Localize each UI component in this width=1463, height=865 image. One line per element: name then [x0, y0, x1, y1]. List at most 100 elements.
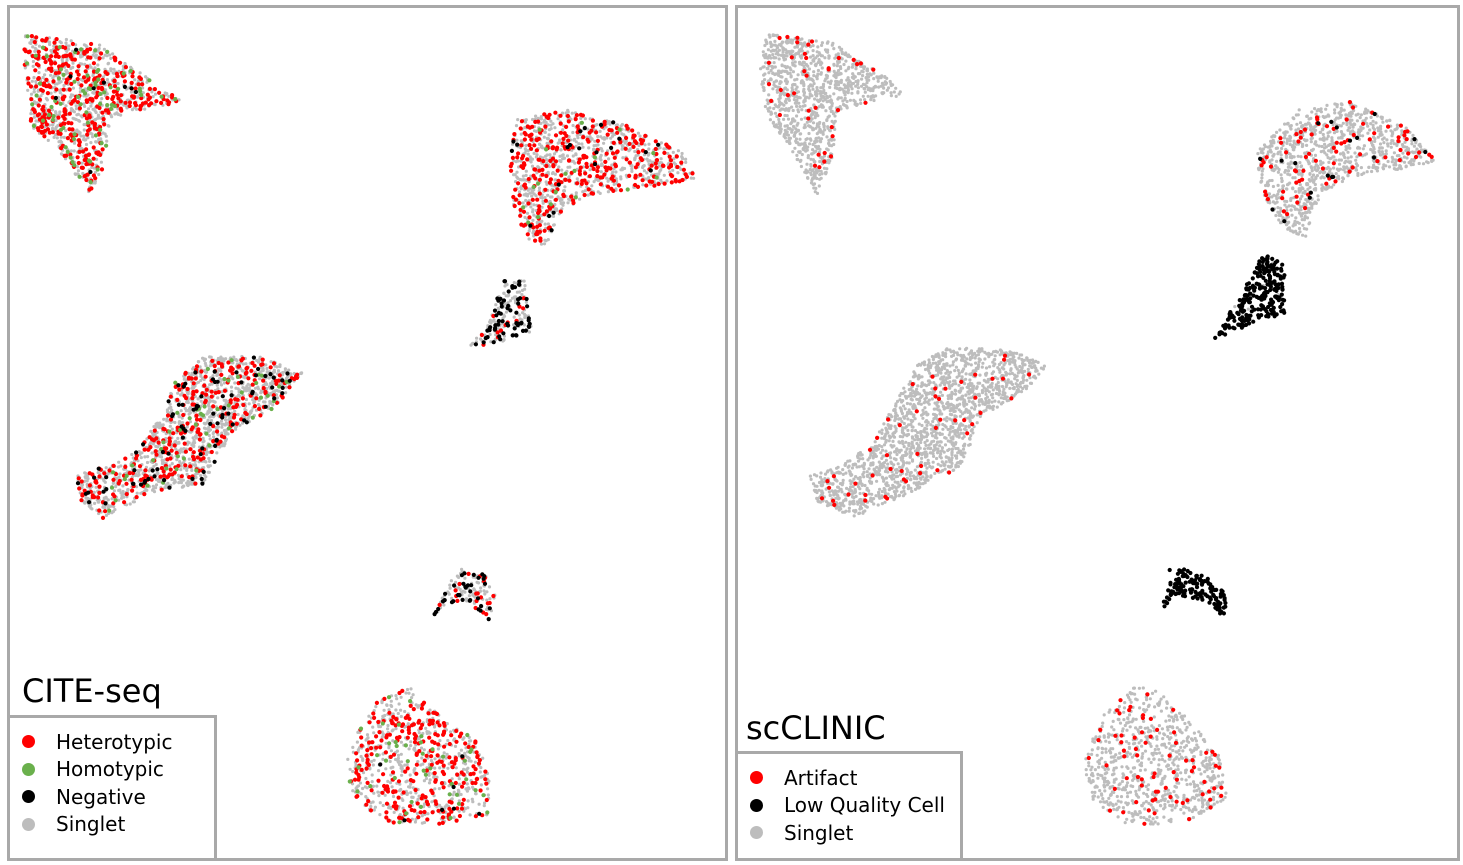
cell-point — [64, 104, 68, 108]
cell-point — [510, 285, 515, 290]
cell-point — [465, 732, 470, 738]
cell-point — [181, 484, 185, 488]
cell-point — [93, 80, 98, 85]
cell-point — [59, 135, 63, 139]
cell-point — [104, 495, 108, 499]
cell-point — [134, 456, 139, 461]
cell-point — [668, 172, 674, 177]
cell-point — [159, 487, 164, 492]
cell-point — [76, 72, 81, 77]
cell-point — [212, 400, 216, 404]
cell-point — [122, 79, 127, 84]
cell-point — [405, 687, 410, 692]
cell-point — [494, 303, 498, 307]
cell-point — [226, 426, 232, 431]
cell-point — [240, 356, 245, 361]
cell-point — [170, 413, 175, 419]
cell-point — [172, 470, 177, 475]
cell-point — [112, 78, 117, 83]
cell-point — [255, 393, 259, 397]
cell-point — [90, 120, 95, 125]
cell-point — [229, 358, 234, 363]
cell-point — [394, 708, 398, 712]
cell-point — [524, 143, 528, 148]
cell-point — [258, 413, 263, 418]
cell-point — [592, 180, 596, 184]
cell-point — [222, 435, 227, 440]
cell-point — [473, 814, 478, 819]
cell-point — [256, 360, 260, 364]
cell-point — [244, 366, 249, 371]
cell-point — [36, 76, 41, 81]
cell-point — [373, 805, 377, 809]
cell-point — [58, 40, 62, 44]
cell-point — [151, 488, 155, 492]
cell-point — [56, 115, 61, 120]
cell-point — [34, 35, 39, 40]
cell-point — [234, 370, 239, 375]
cell-point — [158, 421, 162, 425]
cell-point — [167, 94, 171, 98]
cell-point — [483, 336, 488, 341]
cell-point — [517, 201, 522, 206]
cell-point — [614, 150, 620, 155]
cell-point — [85, 128, 91, 133]
cell-point — [396, 753, 401, 758]
cell-point — [577, 142, 581, 146]
cell-point — [440, 807, 445, 813]
cell-point — [537, 142, 542, 146]
cell-point — [546, 193, 550, 197]
cell-point — [674, 154, 679, 159]
cell-point — [207, 443, 212, 448]
cell-point — [359, 754, 363, 759]
cell-point — [131, 481, 136, 486]
cell-point — [75, 165, 79, 169]
cell-point — [138, 89, 143, 94]
cell-point — [582, 126, 587, 131]
cell-point — [510, 155, 515, 160]
cell-point — [522, 312, 527, 316]
cell-point — [101, 80, 106, 85]
cell-point — [396, 759, 400, 763]
cell-point — [561, 128, 565, 132]
cell-point — [524, 169, 528, 173]
cell-point — [383, 750, 388, 755]
cell-point — [203, 361, 207, 365]
cell-point — [180, 416, 184, 420]
cell-point — [502, 279, 508, 284]
cell-point — [521, 209, 527, 214]
cell-point — [183, 406, 187, 411]
cell-point — [676, 171, 680, 175]
cell-point — [224, 421, 228, 425]
cell-point — [672, 157, 676, 161]
cell-point — [451, 793, 455, 797]
cell-point — [479, 783, 483, 787]
cell-point — [48, 42, 52, 47]
cell-point — [105, 95, 110, 101]
cell-point — [252, 363, 257, 368]
cell-point — [535, 197, 540, 202]
cell-point — [182, 447, 186, 451]
cell-point — [556, 195, 560, 199]
cell-point — [553, 189, 558, 195]
cell-point — [34, 62, 39, 67]
cell-point — [550, 156, 556, 161]
cell-point — [250, 382, 255, 387]
cell-point — [82, 128, 86, 132]
cell-point — [656, 181, 661, 187]
cell-point — [409, 791, 413, 795]
cell-point — [604, 151, 609, 156]
cell-point — [28, 118, 33, 123]
cell-point — [440, 815, 446, 820]
cell-point — [136, 95, 140, 99]
cell-point — [268, 400, 272, 404]
cell-point — [447, 755, 452, 760]
cite-seq-panel: CITE-seq Heterotypic Homotypic Negative … — [7, 5, 728, 861]
cell-point — [174, 450, 179, 456]
cell-point — [491, 593, 496, 599]
cell-point — [521, 161, 527, 166]
cell-point — [598, 175, 603, 180]
cell-point — [365, 733, 370, 737]
cell-point — [613, 164, 619, 169]
cell-point — [386, 727, 390, 731]
